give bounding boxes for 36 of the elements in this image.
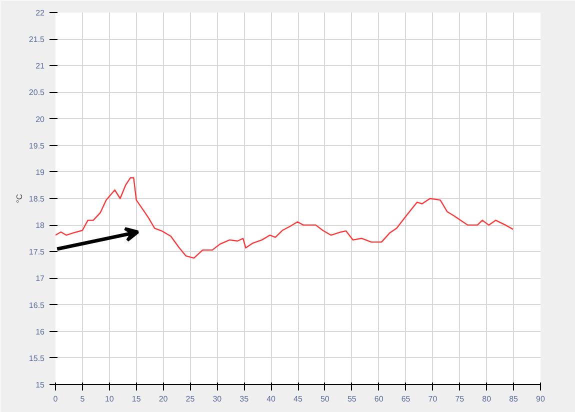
y-tick-label: 17.5	[28, 248, 46, 257]
y-axis-title: °C	[14, 194, 24, 203]
y-tick-label: 18.5	[28, 194, 46, 204]
x-tick-label: 55	[347, 394, 357, 404]
x-tick-label: 45	[294, 394, 303, 404]
x-tick-label: 35	[240, 394, 250, 404]
y-tick-label: 19	[36, 168, 46, 177]
x-tick-label: 65	[401, 394, 411, 404]
y-tick-label: 15	[36, 380, 46, 390]
y-tick-label: 19.5	[28, 141, 46, 150]
line-series	[56, 177, 514, 259]
x-tick-label: 0	[53, 394, 58, 404]
x-tick-label: 85	[509, 394, 519, 404]
x-tick-label: 60	[374, 394, 384, 404]
x-tick-label: 40	[266, 394, 276, 404]
x-tick-label: 5	[80, 394, 86, 404]
x-tick-label: 90	[536, 394, 546, 404]
x-tick-label: 15	[132, 394, 142, 404]
y-tick-label: 22	[36, 8, 46, 18]
y-tick-label: 21.5	[28, 35, 46, 44]
x-tick-label: 70	[428, 394, 438, 404]
x-tick-label: 25	[186, 394, 196, 404]
y-tick-label: 15.5	[28, 354, 46, 363]
y-tick-label: 20	[36, 114, 46, 124]
x-tick-label: 80	[482, 394, 492, 404]
y-tick-label: 18	[36, 221, 46, 230]
y-tick-label: 17	[36, 274, 46, 284]
y-tick-label: 21	[36, 62, 46, 71]
x-tick-label: 20	[158, 394, 168, 404]
y-tick-label: 20.5	[28, 88, 46, 98]
x-tick-label: 75	[455, 394, 465, 404]
y-tick-label: 16.5	[28, 300, 46, 310]
y-tick-label: 16	[36, 327, 46, 336]
x-tick-label: 50	[320, 394, 330, 404]
x-tick-label: 30	[212, 394, 222, 404]
x-tick-label: 10	[104, 394, 114, 404]
